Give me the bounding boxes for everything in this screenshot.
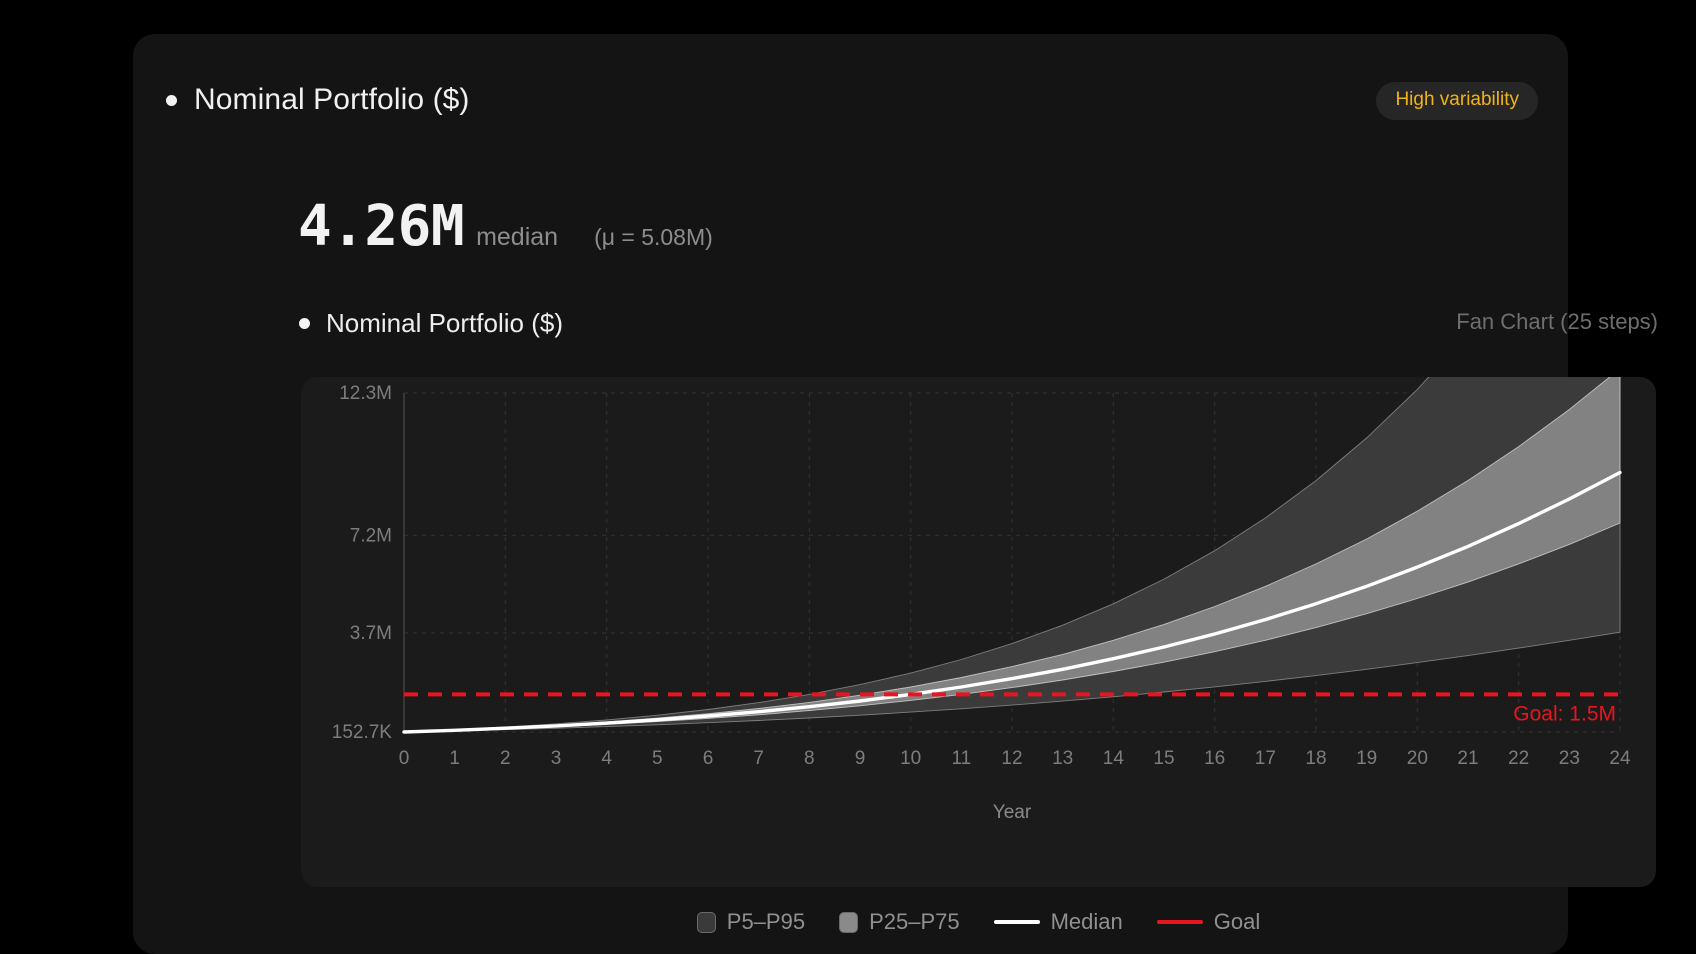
x-axis-tick-label: 19 bbox=[1356, 748, 1377, 769]
x-axis-tick-label: 9 bbox=[855, 748, 866, 769]
x-axis-tick-label: 10 bbox=[900, 748, 921, 769]
y-axis-tick-label: 7.2M bbox=[350, 525, 392, 546]
x-axis-tick-label: 22 bbox=[1508, 748, 1529, 769]
chart-title: Nominal Portfolio ($) bbox=[326, 307, 563, 338]
legend-line-swatch bbox=[1156, 920, 1203, 924]
x-axis-tick-label: 7 bbox=[753, 748, 764, 769]
x-axis-tick-label: 17 bbox=[1255, 748, 1276, 769]
x-axis-tick-label: 14 bbox=[1103, 748, 1125, 769]
x-axis-tick-label: 8 bbox=[804, 748, 815, 769]
x-axis-tick-label: 23 bbox=[1559, 748, 1580, 769]
x-axis-tick-label: 20 bbox=[1407, 748, 1428, 769]
goal-label: Goal: 1.5M bbox=[1513, 702, 1616, 725]
legend-label: P5–P95 bbox=[726, 909, 806, 934]
x-axis-tick-label: 11 bbox=[951, 748, 971, 769]
stat-mean-label: (μ = 5.08M) bbox=[594, 224, 713, 250]
legend-item[interactable]: Goal bbox=[1156, 909, 1261, 935]
x-axis-tick-label: 21 bbox=[1457, 748, 1478, 769]
x-axis-tick-label: 6 bbox=[703, 748, 714, 769]
legend-item[interactable]: P5–P95 bbox=[696, 909, 806, 935]
portfolio-card: Nominal Portfolio ($) High variability 4… bbox=[133, 34, 1658, 954]
legend-label: Goal bbox=[1213, 909, 1261, 934]
dot-icon bbox=[299, 317, 310, 329]
x-axis-tick-label: 1 bbox=[449, 748, 460, 769]
median-line bbox=[402, 470, 1622, 734]
chart-subtitle: Fan Chart (25 steps) bbox=[1456, 309, 1658, 334]
legend-line-swatch bbox=[993, 920, 1040, 924]
legend-item[interactable]: P25–P75 bbox=[839, 909, 960, 935]
chart-header-left: Nominal Portfolio ($) bbox=[299, 306, 1658, 340]
x-axis-tick-label: 15 bbox=[1153, 748, 1174, 769]
band-p25-p75 bbox=[403, 377, 1621, 733]
x-axis-tick-label: 12 bbox=[1001, 748, 1022, 769]
legend-label: P25–P75 bbox=[869, 909, 960, 934]
y-axis-tick-label: 12.3M bbox=[339, 383, 392, 404]
x-axis-tick-label: 24 bbox=[1609, 748, 1631, 769]
x-axis-tick-label: 2 bbox=[500, 748, 511, 769]
card-header-left: Nominal Portfolio ($) bbox=[166, 78, 1538, 122]
status-badge: High variability bbox=[1376, 82, 1538, 120]
x-axis-tick-label: 16 bbox=[1204, 748, 1225, 769]
x-axis-tick-label: 3 bbox=[551, 748, 562, 769]
legend-color-swatch bbox=[839, 911, 859, 933]
legend-color-swatch bbox=[696, 911, 716, 933]
x-axis-tick-label: 13 bbox=[1052, 748, 1073, 769]
y-axis-tick-label: 3.7M bbox=[350, 623, 392, 644]
x-axis-tick-label: 4 bbox=[601, 748, 612, 769]
x-axis-tick-label: 5 bbox=[652, 748, 663, 769]
chart-legend: P5–P95 P25–P75 Median Goal bbox=[301, 906, 1656, 938]
stat-value: 4.26M bbox=[298, 194, 465, 259]
stat-block: 4.26M median (μ = 5.08M) bbox=[298, 199, 713, 255]
dot-icon bbox=[166, 94, 177, 106]
y-axis-tick-label: 152.7K bbox=[332, 722, 393, 743]
legend-item[interactable]: Median bbox=[993, 909, 1123, 935]
page-title: Nominal Portfolio ($) bbox=[194, 83, 470, 116]
legend-label: Median bbox=[1050, 909, 1123, 934]
x-axis-tick-label: 18 bbox=[1305, 748, 1326, 769]
chart-header: Nominal Portfolio ($) Fan Chart (25 step… bbox=[299, 306, 1658, 340]
stat-unit-label: median bbox=[476, 223, 559, 251]
card-header: Nominal Portfolio ($) High variability bbox=[166, 78, 1538, 122]
x-axis-tick-label: 0 bbox=[399, 748, 410, 769]
x-axis-title: Year bbox=[993, 802, 1032, 823]
fan-chart-panel: Goal: 1.5M 12.3M 7.2M 3.7M 152.7K 0 1 2 3 4 5 6 7 8 9 1… bbox=[301, 377, 1656, 887]
